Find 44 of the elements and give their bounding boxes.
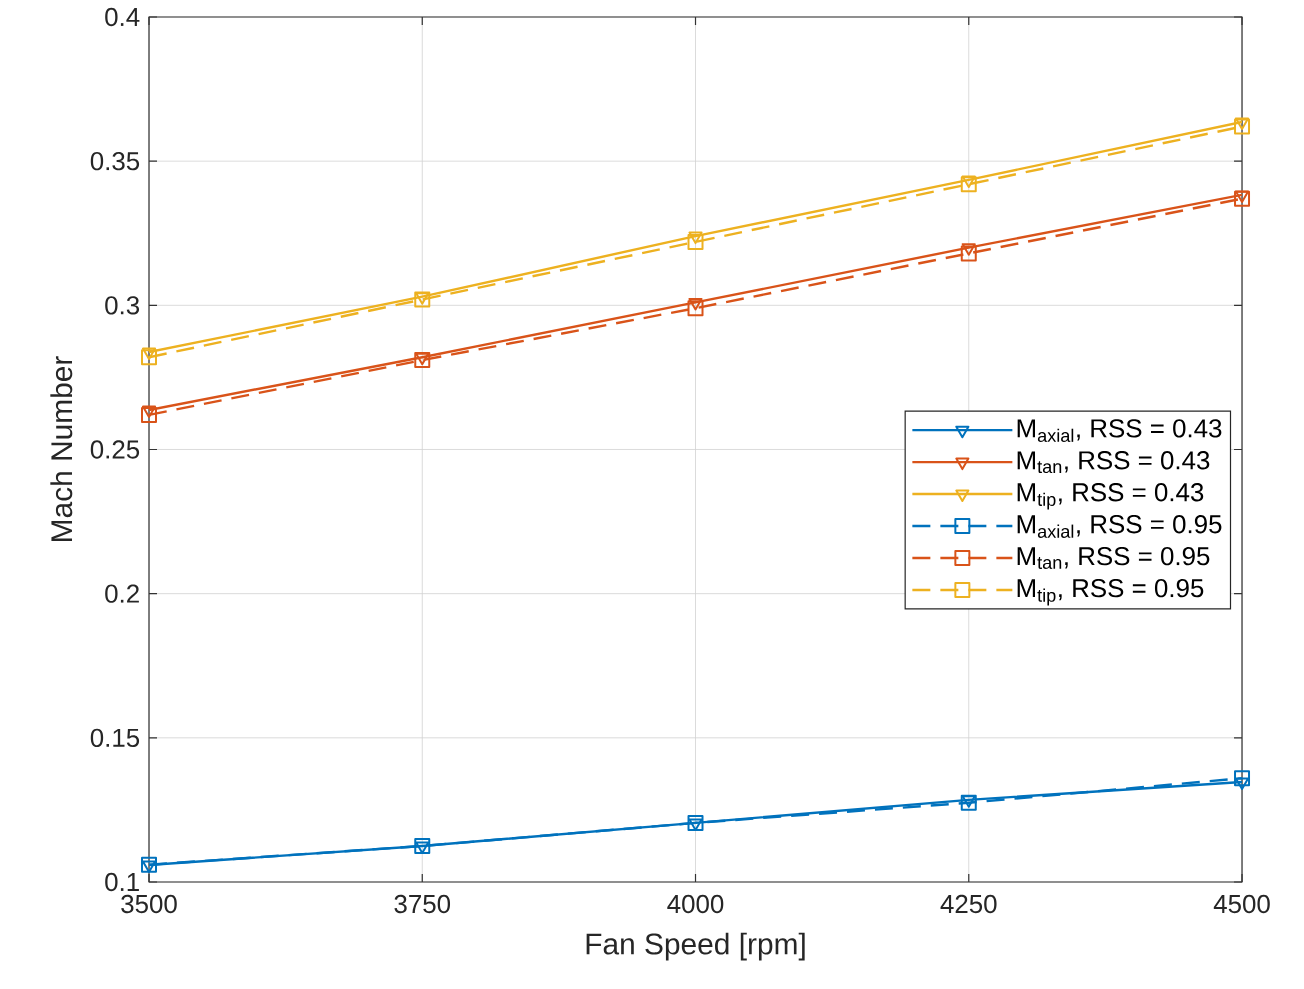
y-tick-label: 0.15 (90, 728, 140, 747)
point (141, 406, 157, 423)
point (141, 347, 157, 361)
point (687, 814, 704, 831)
point (687, 233, 704, 250)
point (961, 175, 976, 188)
point (141, 856, 157, 873)
y-tick-label: 0.25 (90, 440, 140, 459)
point (1234, 117, 1250, 130)
point (1234, 118, 1251, 135)
point (688, 818, 703, 831)
point (960, 176, 977, 193)
point (961, 243, 976, 256)
x-tick-label: 3500 (121, 894, 177, 914)
point (688, 297, 703, 311)
point (1234, 777, 1250, 790)
point (141, 860, 157, 873)
y-tick-label: 0.3 (105, 296, 140, 315)
point (141, 349, 157, 366)
x-tick-label: 3750 (394, 894, 451, 914)
x-tick-label: 4250 (940, 894, 997, 914)
y-tick-label: 0.4 (105, 7, 140, 27)
y-axis-title: Mach Number (50, 356, 73, 541)
legend-label: M$_{tip}$, RSS = 0.43 (1017, 483, 1204, 510)
point (1234, 190, 1250, 203)
point (1234, 770, 1251, 787)
y-tick-label: 0.1 (105, 872, 139, 892)
legend-label: M$_{tip}$, RSS = 0.95 (1017, 578, 1204, 606)
legend-label: M$_{tan}$, RSS = 0.95 (1017, 546, 1210, 569)
x-tick-label: 4500 (1213, 894, 1270, 914)
y-tick-label: 0.2 (105, 584, 139, 603)
legend-label: M$_{axial}$, RSS = 0.95 (1017, 515, 1222, 538)
x-tick-label: 4000 (667, 894, 724, 914)
point (415, 841, 430, 854)
point (687, 300, 704, 317)
x-axis-title: Fan Speed [rpm] (586, 932, 805, 961)
point (141, 405, 157, 418)
legend-label: M$_{tan}$, RSS = 0.43 (1017, 451, 1210, 474)
point (1234, 190, 1251, 207)
point (414, 837, 431, 854)
point (960, 245, 977, 262)
point (688, 231, 703, 245)
y-tick-label: 0.35 (90, 151, 140, 171)
legend-label: M$_{axial}$, RSS = 0.43 (1017, 419, 1222, 443)
